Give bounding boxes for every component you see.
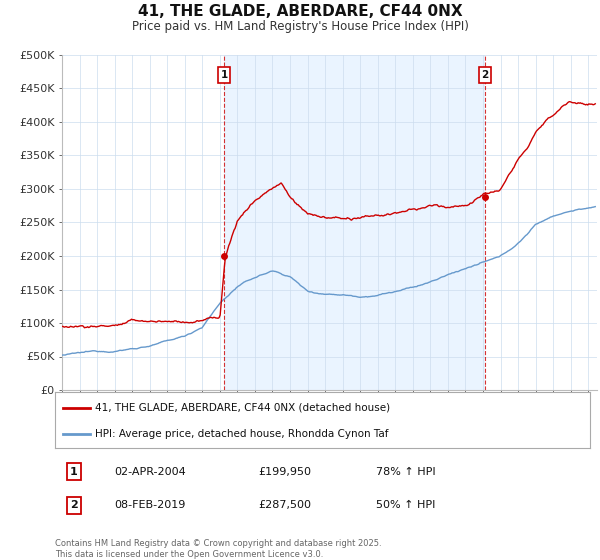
Text: £287,500: £287,500 (259, 500, 311, 510)
Text: 2: 2 (481, 70, 488, 80)
Text: 78% ↑ HPI: 78% ↑ HPI (376, 466, 436, 477)
Text: 2: 2 (70, 500, 77, 510)
Text: 1: 1 (221, 70, 228, 80)
Text: 41, THE GLADE, ABERDARE, CF44 0NX: 41, THE GLADE, ABERDARE, CF44 0NX (137, 4, 463, 19)
Text: Price paid vs. HM Land Registry's House Price Index (HPI): Price paid vs. HM Land Registry's House … (131, 20, 469, 33)
Text: 50% ↑ HPI: 50% ↑ HPI (376, 500, 436, 510)
Bar (224, 55, 485, 390)
Text: 1: 1 (70, 466, 77, 477)
Text: 41, THE GLADE, ABERDARE, CF44 0NX (detached house): 41, THE GLADE, ABERDARE, CF44 0NX (detac… (95, 403, 390, 413)
Text: Contains HM Land Registry data © Crown copyright and database right 2025.
This d: Contains HM Land Registry data © Crown c… (55, 539, 382, 559)
Text: 02-APR-2004: 02-APR-2004 (114, 466, 185, 477)
Text: £199,950: £199,950 (259, 466, 311, 477)
Text: 08-FEB-2019: 08-FEB-2019 (114, 500, 185, 510)
Text: HPI: Average price, detached house, Rhondda Cynon Taf: HPI: Average price, detached house, Rhon… (95, 429, 389, 439)
